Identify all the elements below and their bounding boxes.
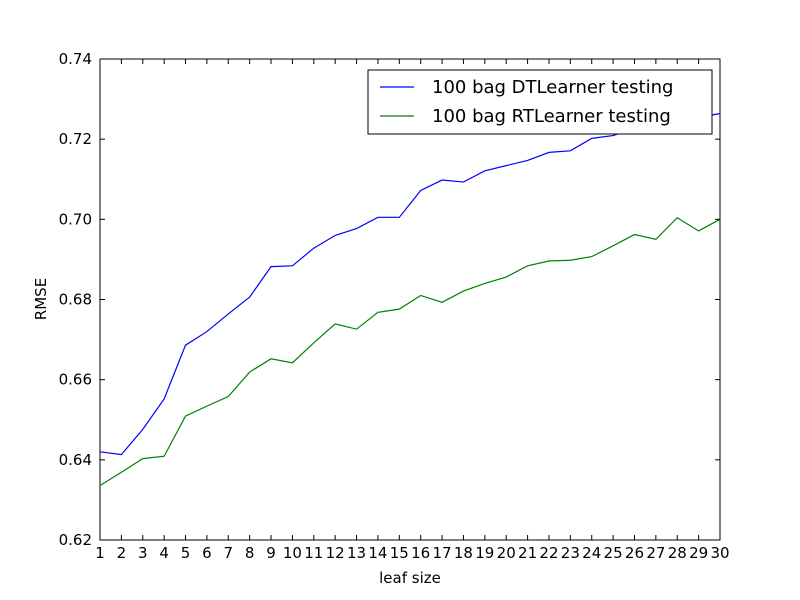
legend: 100 bag DTLearner testing 100 bag RTLearn… bbox=[367, 69, 713, 135]
x-tick-label: 27 bbox=[646, 544, 665, 562]
x-tick-label: 1 bbox=[95, 544, 105, 562]
x-tick-label: 15 bbox=[390, 544, 409, 562]
x-tick-label: 3 bbox=[138, 544, 148, 562]
x-tick-label: 20 bbox=[497, 544, 516, 562]
x-tick-label: 18 bbox=[454, 544, 473, 562]
x-tick-label: 2 bbox=[117, 544, 127, 562]
y-tick-label: 0.70 bbox=[59, 210, 92, 228]
x-tick-label: 29 bbox=[689, 544, 708, 562]
x-tick-label: 25 bbox=[604, 544, 623, 562]
y-tick-label: 0.62 bbox=[59, 531, 92, 549]
x-tick-label: 7 bbox=[224, 544, 234, 562]
y-tick-label: 0.72 bbox=[59, 130, 92, 148]
x-tick-label: 13 bbox=[347, 544, 366, 562]
x-axis-label: leaf size bbox=[379, 569, 441, 587]
x-tick-label: 23 bbox=[561, 544, 580, 562]
y-tick-label: 0.64 bbox=[59, 451, 92, 469]
x-tick-label: 30 bbox=[710, 544, 729, 562]
x-tick-label: 14 bbox=[368, 544, 387, 562]
x-tick-label: 9 bbox=[266, 544, 276, 562]
plot-area bbox=[99, 58, 721, 541]
y-tick-label: 0.66 bbox=[59, 371, 92, 389]
legend-label-1: 100 bag DTLearner testing bbox=[432, 77, 673, 98]
x-tick-label: 24 bbox=[582, 544, 601, 562]
axes-layer: 0.620.640.660.680.700.720.741 2 3 4 5 6 7 8 9 10 1… bbox=[59, 50, 730, 562]
x-tick-label: 26 bbox=[625, 544, 644, 562]
legend-label-2: 100 bag RTLearner testing bbox=[432, 106, 671, 127]
x-tick-label: 6 bbox=[202, 544, 212, 562]
x-tick-label: 19 bbox=[475, 544, 494, 562]
x-tick-label: 21 bbox=[518, 544, 537, 562]
x-tick-label: 11 bbox=[304, 544, 323, 562]
x-tick-label: 4 bbox=[159, 544, 169, 562]
legend-box bbox=[367, 69, 713, 135]
x-tick-label: 16 bbox=[411, 544, 430, 562]
x-tick-label: 8 bbox=[245, 544, 255, 562]
y-axis-label: RMSE bbox=[32, 278, 50, 320]
y-tick-label: 0.68 bbox=[59, 291, 92, 309]
series-line-2 bbox=[99, 216, 721, 487]
x-tick-label: 22 bbox=[539, 544, 558, 562]
x-tick-label: 10 bbox=[283, 544, 302, 562]
x-tick-label: 28 bbox=[668, 544, 687, 562]
x-tick-label: 12 bbox=[326, 544, 345, 562]
x-tick-label: 5 bbox=[181, 544, 191, 562]
y-tick-label: 0.74 bbox=[59, 50, 92, 68]
x-tick-label: 17 bbox=[433, 544, 452, 562]
